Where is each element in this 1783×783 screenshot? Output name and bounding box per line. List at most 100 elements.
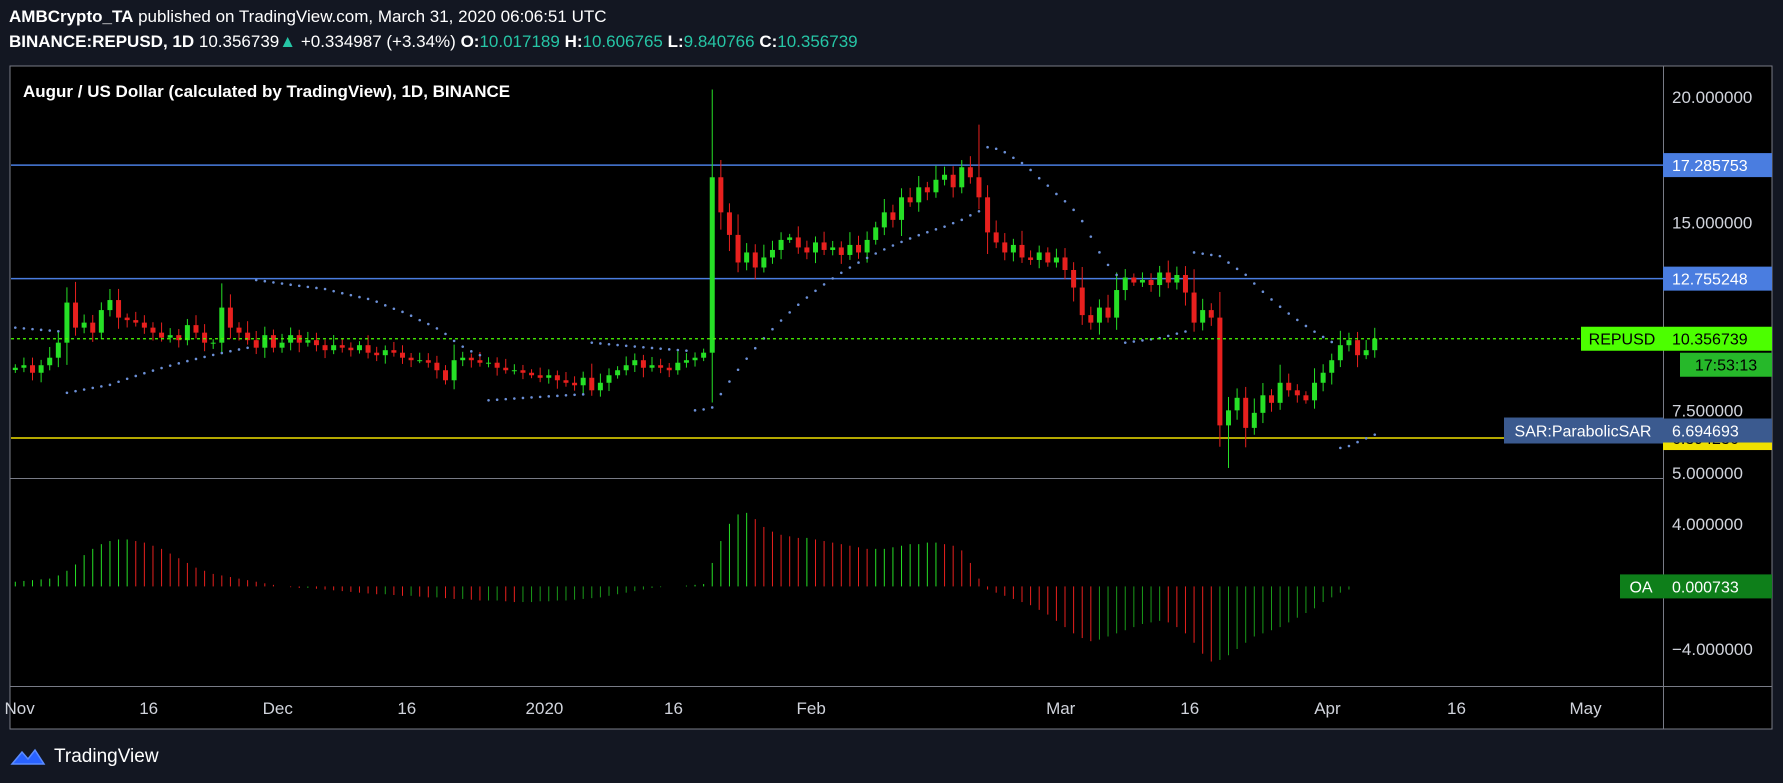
sar-dot [1080, 219, 1084, 223]
sar-dot [57, 329, 60, 333]
candle-body [1028, 257, 1034, 260]
sar-dot [168, 364, 172, 367]
candle-body [890, 212, 896, 220]
sar-dot [263, 279, 267, 283]
candle-body [408, 357, 414, 361]
sar-dot [1209, 253, 1213, 257]
candle-body [907, 197, 913, 203]
price-tick-label: 5.000000 [1672, 464, 1743, 483]
sar-dot [160, 366, 163, 370]
sar-dot [487, 399, 490, 402]
sar-dot [444, 332, 447, 336]
sar-dot [969, 214, 972, 217]
last-price-name-bg [1581, 326, 1663, 351]
sar-dot [943, 225, 946, 228]
open-value: 10.017189 [479, 32, 560, 51]
candle-body [12, 367, 18, 371]
sar-dot [977, 209, 981, 213]
candle-body [98, 310, 104, 333]
sar-dot [865, 256, 869, 260]
footer-brand[interactable]: TradingView [10, 744, 159, 770]
candle-body [864, 239, 870, 253]
candle-body [1329, 360, 1335, 373]
candle-body [804, 247, 810, 253]
low-label: L: [667, 32, 684, 51]
published-text: published on TradingView.com, March 31, … [138, 7, 607, 26]
candle-body [1234, 397, 1240, 411]
candle-body [356, 345, 362, 351]
tradingview-logo-icon [10, 748, 46, 765]
candle-body [683, 360, 689, 363]
time-tick-label: 16 [1180, 699, 1199, 718]
sar-dot [39, 328, 43, 332]
change-text: +0.334987 (+3.34%) [300, 32, 456, 51]
sar-dot [306, 285, 310, 289]
sar-dot [581, 393, 585, 396]
sar-dot [366, 297, 370, 301]
sar-dot [1055, 192, 1058, 196]
sar-dot [1253, 282, 1256, 285]
sar-dot [1089, 235, 1093, 238]
sar-dot [779, 319, 783, 322]
candle-body [1217, 317, 1223, 426]
candle-body [1372, 338, 1378, 351]
candle-body [468, 357, 474, 361]
sar-dot [1132, 340, 1136, 343]
candle-body [451, 360, 457, 381]
sar-dot [383, 304, 387, 307]
candle-body [752, 252, 758, 268]
sar-dot [1046, 184, 1050, 187]
candle-body [924, 187, 930, 193]
sar-dot [642, 345, 645, 349]
candle-body [726, 212, 732, 235]
candle-body [985, 197, 991, 233]
candle-body [1337, 345, 1343, 361]
sar-dot [1020, 161, 1024, 165]
price-tick-label: 7.500000 [1672, 401, 1743, 420]
sar-dot [65, 391, 69, 395]
high-value: 10.606765 [582, 32, 663, 51]
sar-dot [1175, 332, 1179, 335]
candle-body [279, 342, 285, 348]
time-tick-label: Apr [1314, 699, 1341, 718]
last-price-tag-bg [1663, 326, 1772, 351]
candle-body [1148, 280, 1154, 286]
candle-body [856, 244, 862, 253]
countdown-text: 17:53:13 [1695, 358, 1757, 375]
candle-body [313, 340, 319, 346]
sar-dot [788, 311, 791, 314]
sar-dot [986, 145, 989, 149]
candle-body [1286, 382, 1292, 391]
candle-body [1355, 340, 1361, 356]
candle-body [486, 362, 492, 364]
candle-body [899, 197, 905, 220]
candle-body [1071, 269, 1077, 288]
sar-dot [934, 228, 938, 231]
sar-dot [151, 369, 155, 372]
sar-dot [504, 397, 508, 401]
sar-dot [435, 327, 439, 330]
sar-dot [822, 283, 826, 286]
candle-body [477, 360, 483, 363]
sar-dot [702, 408, 705, 411]
sar-dot [418, 318, 421, 322]
level-tag-text: 12.755248 [1672, 272, 1748, 289]
footer-brand-label: TradingView [54, 746, 159, 767]
sar-dot [246, 346, 249, 350]
sar-dot [530, 396, 533, 399]
candle-body [821, 242, 827, 250]
time-tick-label: 16 [397, 699, 416, 718]
sar-dot [461, 345, 465, 348]
candle-body [1010, 244, 1016, 253]
candle-body [812, 242, 818, 253]
sar-dot [599, 342, 602, 345]
sar-dot [1218, 254, 1222, 258]
candle-body [1139, 280, 1145, 283]
time-tick-label: 16 [1447, 699, 1466, 718]
sar-dot [358, 295, 361, 299]
sar-dot [917, 233, 921, 237]
candle-body [331, 345, 337, 351]
author-name[interactable]: AMBCrypto_TA [9, 7, 134, 26]
sar-dot [1072, 208, 1075, 212]
